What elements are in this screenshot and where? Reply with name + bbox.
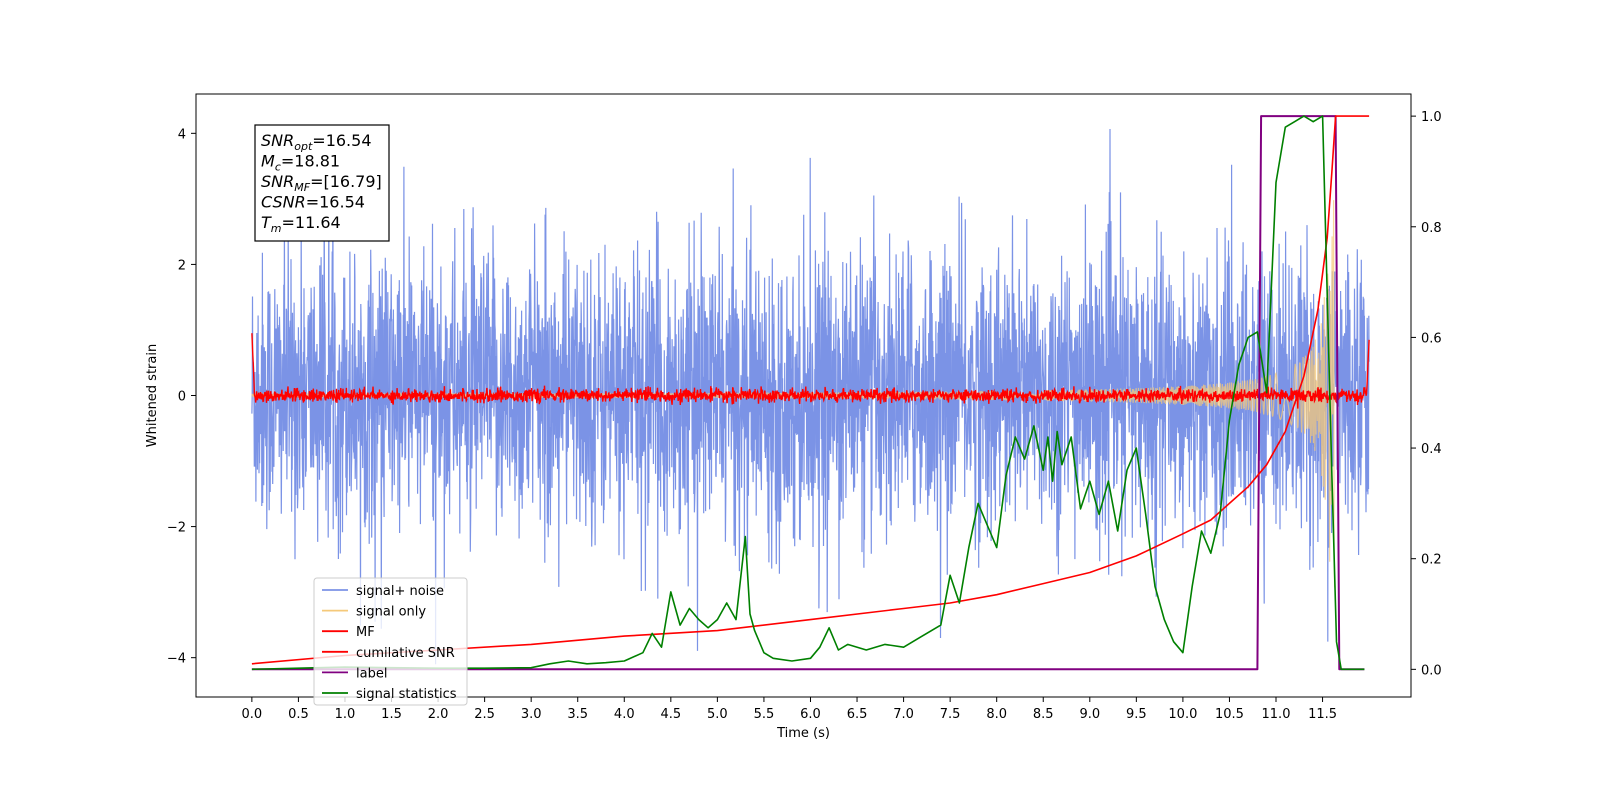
x-tick-label: 1.0 — [335, 707, 356, 722]
info-box-frame — [254, 124, 390, 242]
x-tick-label: 3.5 — [567, 707, 588, 722]
info-line: SNRMF=[16.79] — [261, 172, 382, 194]
info-symbol: T — [261, 213, 272, 232]
info-subscript: opt — [294, 140, 313, 153]
left-y-tick-label: 4 — [178, 127, 186, 142]
info-line: Mc=18.81 — [261, 152, 340, 174]
left-y-tick-label: 2 — [178, 258, 186, 273]
x-tick-label: 11.0 — [1262, 707, 1291, 722]
x-tick-label: 6.0 — [800, 707, 821, 722]
right-y-tick-label: 0.8 — [1421, 221, 1442, 236]
series-signal-statistics — [251, 115, 1365, 671]
x-tick-label: 9.5 — [1126, 707, 1147, 722]
x-tick-label: 0.0 — [242, 707, 263, 722]
right-y-tick-label: 0.6 — [1421, 331, 1442, 346]
series-layer — [251, 115, 1370, 671]
legend-frame — [313, 577, 468, 706]
x-tick-label: 11.5 — [1308, 707, 1337, 722]
info-value: =[16.79] — [310, 172, 382, 191]
info-line: CSNR=16.54 — [261, 193, 365, 212]
legend-label: signal only — [356, 605, 426, 620]
right-y-tick-label: 0.4 — [1421, 442, 1442, 457]
x-tick-label: 2.0 — [428, 707, 449, 722]
x-tick-label: 2.5 — [474, 707, 495, 722]
left-y-axis-label: Whitened strain — [145, 344, 160, 447]
legend: signal+ noise signal only MF cumilative SNR… — [313, 577, 468, 706]
right-y-tick-label: 1.0 — [1421, 110, 1442, 125]
left-y-tick-label: −4 — [167, 652, 186, 667]
right-y-tick-label: 0.0 — [1421, 663, 1442, 678]
info-symbol: M — [261, 152, 275, 171]
x-tick-label: 4.5 — [660, 707, 681, 722]
info-subscript: m — [271, 222, 282, 235]
info-value: =16.54 — [306, 193, 365, 212]
info-line: Tm=11.64 — [261, 213, 341, 235]
legend-label: MF — [356, 625, 375, 640]
x-tick-label: 7.5 — [940, 707, 961, 722]
info-symbol: SNR — [261, 172, 294, 191]
legend-label: signal+ noise — [356, 584, 444, 599]
info-symbol: SNR — [261, 131, 294, 150]
info-value: =16.54 — [312, 131, 371, 150]
info-symbol: CSNR — [261, 193, 306, 212]
x-tick-label: 9.0 — [1079, 707, 1100, 722]
left-y-tick-label: 0 — [178, 390, 186, 405]
series-mf — [251, 333, 1370, 409]
x-axis-ticks: 0.0 0.5 1.0 1.5 2.0 2.5 3.0 3.5 4.0 4.5 5.0 5.5 6.0 6… — [242, 697, 1337, 722]
x-tick-label: 3.0 — [521, 707, 542, 722]
info-subscript: c — [275, 161, 281, 174]
right-y-tick-label: 0.2 — [1421, 553, 1442, 568]
x-tick-label: 0.5 — [288, 707, 309, 722]
x-tick-label: 1.5 — [381, 707, 402, 722]
x-tick-label: 7.0 — [893, 707, 914, 722]
x-tick-label: 8.0 — [986, 707, 1007, 722]
info-box: SNRopt=16.54Mc=18.81SNRMF=[16.79]CSNR=16… — [254, 124, 390, 242]
right-y-axis-ticks: 0.0 0.2 0.4 0.6 0.8 1.0 — [1411, 110, 1442, 678]
info-line: SNRopt=16.54 — [261, 131, 372, 153]
x-tick-label: 5.0 — [707, 707, 728, 722]
left-y-tick-label: −2 — [167, 521, 186, 536]
legend-label: cumilative SNR — [356, 646, 455, 661]
legend-label: label — [356, 666, 387, 681]
x-tick-label: 8.5 — [1033, 707, 1054, 722]
x-tick-label: 10.0 — [1168, 707, 1197, 722]
x-tick-label: 10.5 — [1215, 707, 1244, 722]
legend-label: signal statistics — [356, 687, 457, 702]
x-tick-label: 5.5 — [754, 707, 775, 722]
info-value: =18.81 — [281, 152, 340, 171]
info-subscript: MF — [294, 181, 310, 194]
info-value: =11.64 — [282, 213, 341, 232]
x-tick-label: 6.5 — [847, 707, 868, 722]
x-axis-label: Time (s) — [776, 726, 830, 741]
left-y-axis-ticks: −4 −2 0 2 4 — [167, 127, 196, 667]
x-tick-label: 4.0 — [614, 707, 635, 722]
series-cumulative-snr — [251, 115, 1370, 665]
